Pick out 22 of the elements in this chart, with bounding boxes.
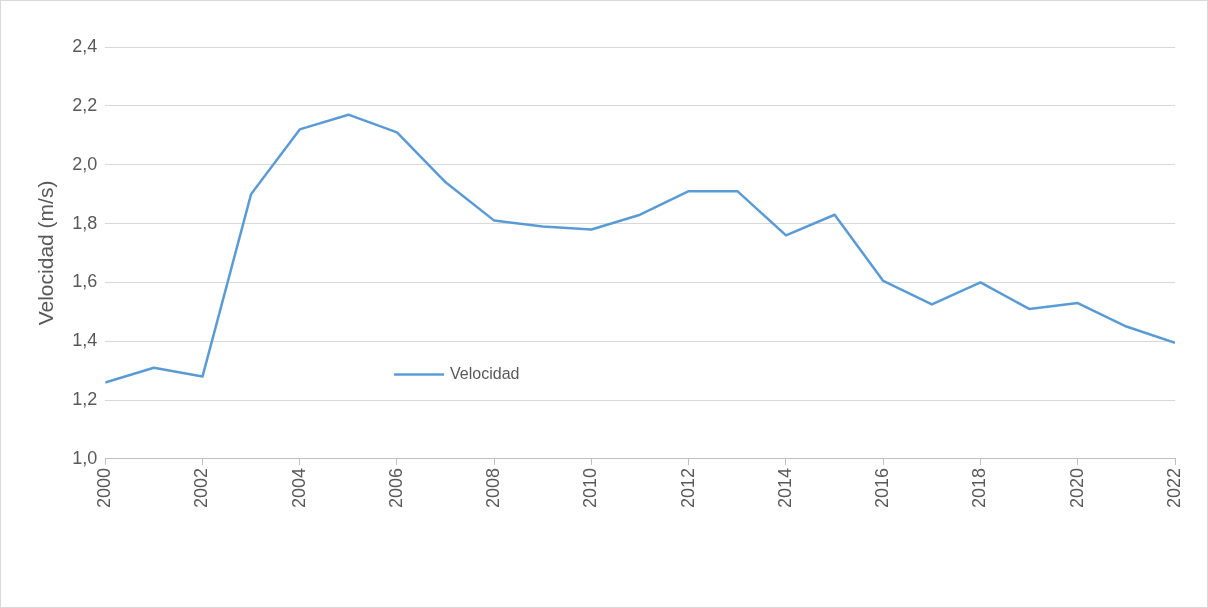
x-tick-label: 2004: [288, 467, 309, 508]
y-tick-label: 2,4: [72, 35, 98, 56]
x-tick-label: 2006: [385, 467, 406, 508]
y-tick-label: 1,2: [72, 389, 98, 410]
y-tick-label: 1,0: [72, 447, 98, 468]
x-tick-label: 2014: [774, 467, 795, 508]
x-tick-label: 2008: [483, 467, 504, 508]
x-tick-label: 2012: [677, 467, 698, 508]
y-tick-label: 2,0: [72, 153, 98, 174]
x-tick-label: 2022: [1163, 467, 1184, 508]
x-tick-label: 2018: [969, 467, 990, 508]
legend-label: Velocidad: [450, 364, 520, 382]
x-tick-label: 2010: [580, 467, 601, 508]
y-tick-label: 1,6: [72, 271, 98, 292]
x-tick-label: 2016: [872, 467, 893, 508]
x-tick-label: 2002: [191, 467, 212, 508]
y-tick-label: 1,4: [72, 330, 98, 351]
y-tick-label: 1,8: [72, 212, 98, 233]
x-tick-label: 2020: [1066, 467, 1087, 508]
y-tick-label: 2,2: [72, 94, 98, 115]
y-axis-title: Velocidad (m/s): [34, 180, 58, 326]
x-tick-label: 2000: [94, 467, 115, 508]
